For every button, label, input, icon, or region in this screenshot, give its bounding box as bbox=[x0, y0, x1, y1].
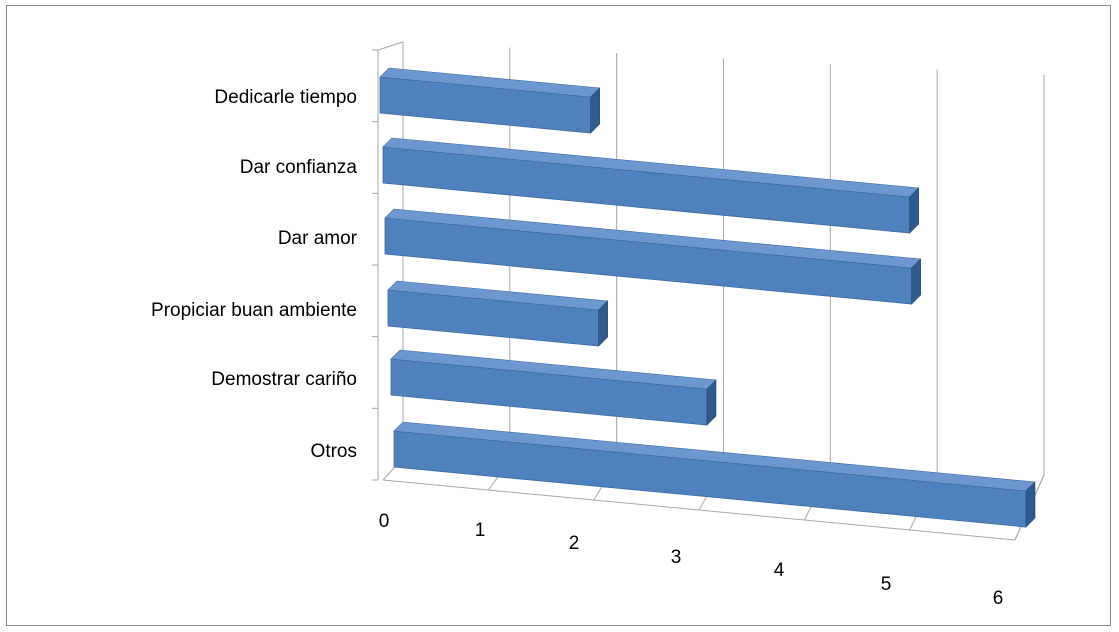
bar-end bbox=[598, 300, 608, 347]
x-tick-label: 1 bbox=[475, 520, 486, 541]
x-tick-label: 5 bbox=[881, 574, 892, 595]
category-label: Dedicarle tiempo bbox=[214, 87, 357, 108]
category-label: Demostrar cariño bbox=[211, 369, 357, 390]
x-axis-line bbox=[382, 479, 1016, 541]
bar-end bbox=[1025, 481, 1036, 528]
category-label: Dar amor bbox=[278, 228, 358, 249]
bar-end bbox=[590, 87, 600, 134]
category-label: Dar confianza bbox=[240, 157, 358, 178]
bars bbox=[379, 67, 1036, 528]
category-labels: Dedicarle tiempo Dar confianza Dar amor Pro… bbox=[151, 87, 358, 462]
left-wall-top-edge bbox=[377, 41, 404, 51]
x-tick-label: 6 bbox=[993, 588, 1004, 609]
category-label: Propiciar buan ambiente bbox=[151, 300, 357, 321]
bar-1 bbox=[382, 137, 920, 234]
x-tick-label: 2 bbox=[569, 533, 580, 554]
category-label: Otros bbox=[311, 441, 357, 462]
x-tick-label: 4 bbox=[774, 560, 785, 581]
bar-0 bbox=[379, 67, 601, 134]
x-axis-tick-labels: 0 1 2 3 4 5 6 bbox=[379, 511, 1004, 609]
bar-3 bbox=[387, 280, 609, 347]
bar-5 bbox=[393, 421, 1036, 528]
x-tick-label: 3 bbox=[671, 547, 682, 568]
bar-2 bbox=[384, 208, 922, 305]
bar-end bbox=[909, 187, 919, 234]
bar-4 bbox=[390, 349, 717, 426]
x-tick-label: 0 bbox=[379, 511, 390, 532]
bar-end bbox=[911, 258, 921, 305]
bar-end bbox=[706, 379, 717, 426]
